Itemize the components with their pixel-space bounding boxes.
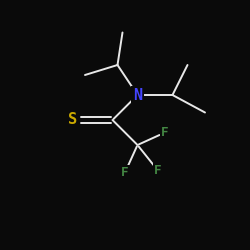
- Text: S: S: [68, 112, 77, 128]
- Text: F: F: [154, 164, 161, 176]
- Text: N: N: [133, 88, 142, 102]
- Text: F: F: [161, 126, 169, 139]
- Text: F: F: [121, 166, 129, 179]
